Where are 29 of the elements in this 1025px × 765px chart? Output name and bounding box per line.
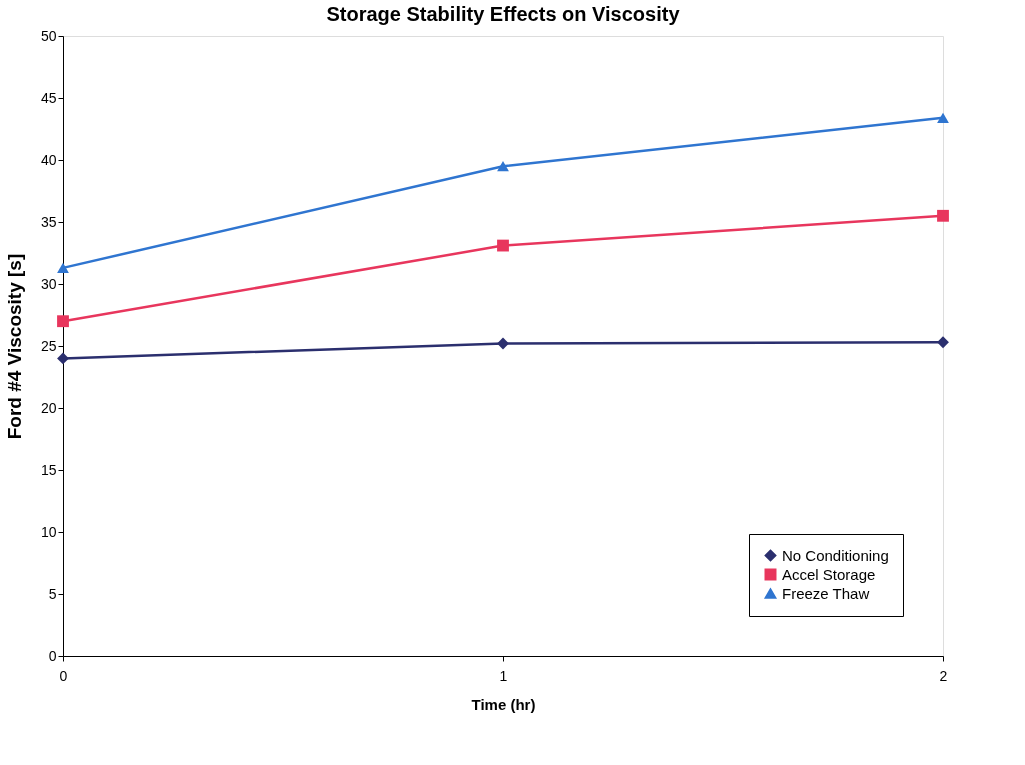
point (937, 112, 949, 123)
point (497, 239, 509, 252)
y-tick-label: 0 (48, 647, 57, 664)
legend-label: Freeze Thaw (782, 584, 870, 602)
y-tick-label: 30 (40, 275, 57, 292)
x-axis-title: Time (hr) (471, 695, 536, 713)
y-tick-label: 20 (40, 399, 57, 416)
point (57, 262, 69, 273)
point (57, 352, 69, 365)
y-tick-label: 15 (40, 461, 57, 478)
point (497, 161, 509, 172)
y-tick-label: 35 (40, 213, 57, 230)
y-tick-label: 5 (48, 585, 57, 602)
point (497, 337, 509, 350)
x-tick-label: 0 (59, 667, 68, 684)
y-tick-label: 45 (40, 89, 57, 106)
legend-label: No Conditioning (782, 546, 889, 564)
y-tick-label: 40 (40, 151, 57, 168)
y-tick-label: 10 (40, 523, 57, 540)
y-tick-label: 50 (40, 27, 57, 44)
point (937, 209, 949, 222)
legend-label: Accel Storage (782, 565, 876, 583)
y-tick-label: 25 (40, 337, 57, 354)
point (57, 315, 69, 328)
point (937, 336, 949, 349)
x-tick-label: 2 (939, 667, 948, 684)
y-axis-title: Ford #4 Viscosity [s] (3, 253, 25, 440)
chart-title: Storage Stability Effects on Viscosity (326, 3, 681, 25)
x-tick-label: 1 (499, 667, 508, 684)
